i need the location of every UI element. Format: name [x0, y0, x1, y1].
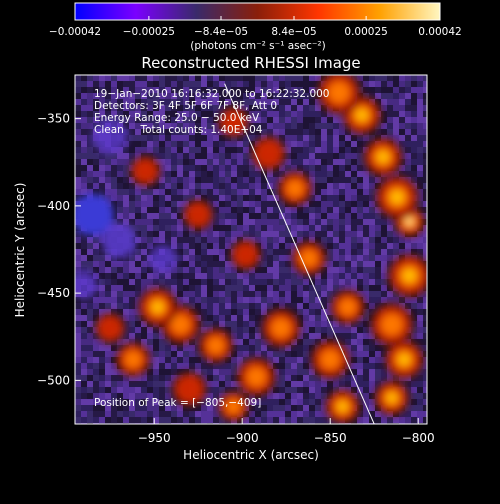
hot-region	[261, 308, 301, 348]
hot-region	[387, 253, 427, 298]
hot-region	[342, 95, 382, 135]
info-time-range: 19−Jan−2010 16:16:32.000 to 16:22:32.000	[94, 88, 330, 100]
colorbar-tick-label: −8.4e−05	[194, 26, 248, 38]
hot-region	[94, 312, 126, 344]
colorbar: −0.00042 −0.00025 −8.4e−05 8.4e−05 0.00025 0.…	[49, 2, 462, 52]
y-tick-label: −450	[37, 286, 70, 300]
hot-region	[251, 135, 287, 172]
colorbar-ticks: −0.00042 −0.00025 −8.4e−05 8.4e−05 0.00025 0.…	[49, 16, 462, 38]
hot-region	[218, 391, 249, 422]
solar-limb-line	[224, 83, 375, 424]
observation-info: 19−Jan−2010 16:16:32.000 to 16:22:32.000…	[94, 88, 330, 136]
peak-position-label: Position of Peak = [−805,−409]	[94, 397, 261, 409]
hot-region	[277, 170, 313, 207]
hot-region	[363, 137, 403, 177]
hot-emission	[94, 75, 427, 424]
hot-region	[375, 175, 420, 220]
y-tick-label: −350	[37, 112, 70, 126]
x-axis-label: Heliocentric X (arcsec)	[183, 448, 319, 462]
hot-region	[182, 199, 214, 231]
hot-region	[374, 380, 410, 416]
hot-region	[171, 371, 207, 407]
hot-region	[324, 388, 361, 424]
info-detectors: Detectors: 3F 4F 5F 6F 7F 8F, Att 0	[94, 100, 277, 112]
y-axis-ticks: −350 −400 −450 −500	[37, 112, 81, 387]
hot-region	[291, 240, 327, 276]
colorbar-tick-label: −0.00042	[49, 26, 101, 38]
info-energy-range: Energy Range: 25.0 − 50.0 keV	[94, 112, 260, 124]
hot-region	[369, 302, 414, 347]
cold-region	[92, 118, 128, 154]
heatmap-area	[74, 74, 428, 425]
colorbar-tick-label: 8.4e−05	[271, 26, 316, 38]
colorbar-tick-label: 0.00042	[418, 26, 461, 38]
cold-region	[148, 244, 178, 273]
hot-region	[230, 239, 262, 271]
plot-frame	[74, 74, 428, 425]
x-tick-label: −900	[226, 431, 259, 445]
x-tick-label: −800	[402, 431, 435, 445]
colorbar-unit-label: (photons cm⁻² s⁻¹ asec⁻²)	[190, 40, 325, 52]
y-tick-label: −400	[37, 199, 70, 213]
hot-region	[198, 327, 234, 364]
cold-emission	[75, 118, 178, 299]
cold-region	[101, 223, 137, 259]
x-tick-label: −850	[314, 431, 347, 445]
y-tick-label: −500	[37, 373, 70, 387]
y-axis-label: Heliocentric Y (arcsec)	[13, 183, 27, 318]
cold-region	[75, 193, 114, 236]
info-clean-counts: Clean Total counts: 1.40E+04	[94, 124, 263, 136]
x-axis-ticks: −950 −900 −850 −800	[138, 418, 435, 445]
colorbar-gradient	[74, 2, 441, 21]
hot-region	[384, 339, 424, 380]
hot-region	[330, 289, 366, 325]
hot-region	[310, 339, 351, 380]
hot-region	[115, 341, 151, 378]
colorbar-tick-label: 0.00025	[344, 26, 387, 38]
hot-region	[130, 155, 161, 187]
chart-title: Reconstructed RHESSI Image	[141, 54, 360, 72]
x-tick-label: −950	[138, 431, 171, 445]
cold-region	[75, 270, 98, 299]
hot-region	[137, 287, 178, 327]
colorbar-tick-label: −0.00025	[123, 26, 175, 38]
hot-region	[317, 75, 361, 115]
hot-region	[236, 357, 277, 397]
